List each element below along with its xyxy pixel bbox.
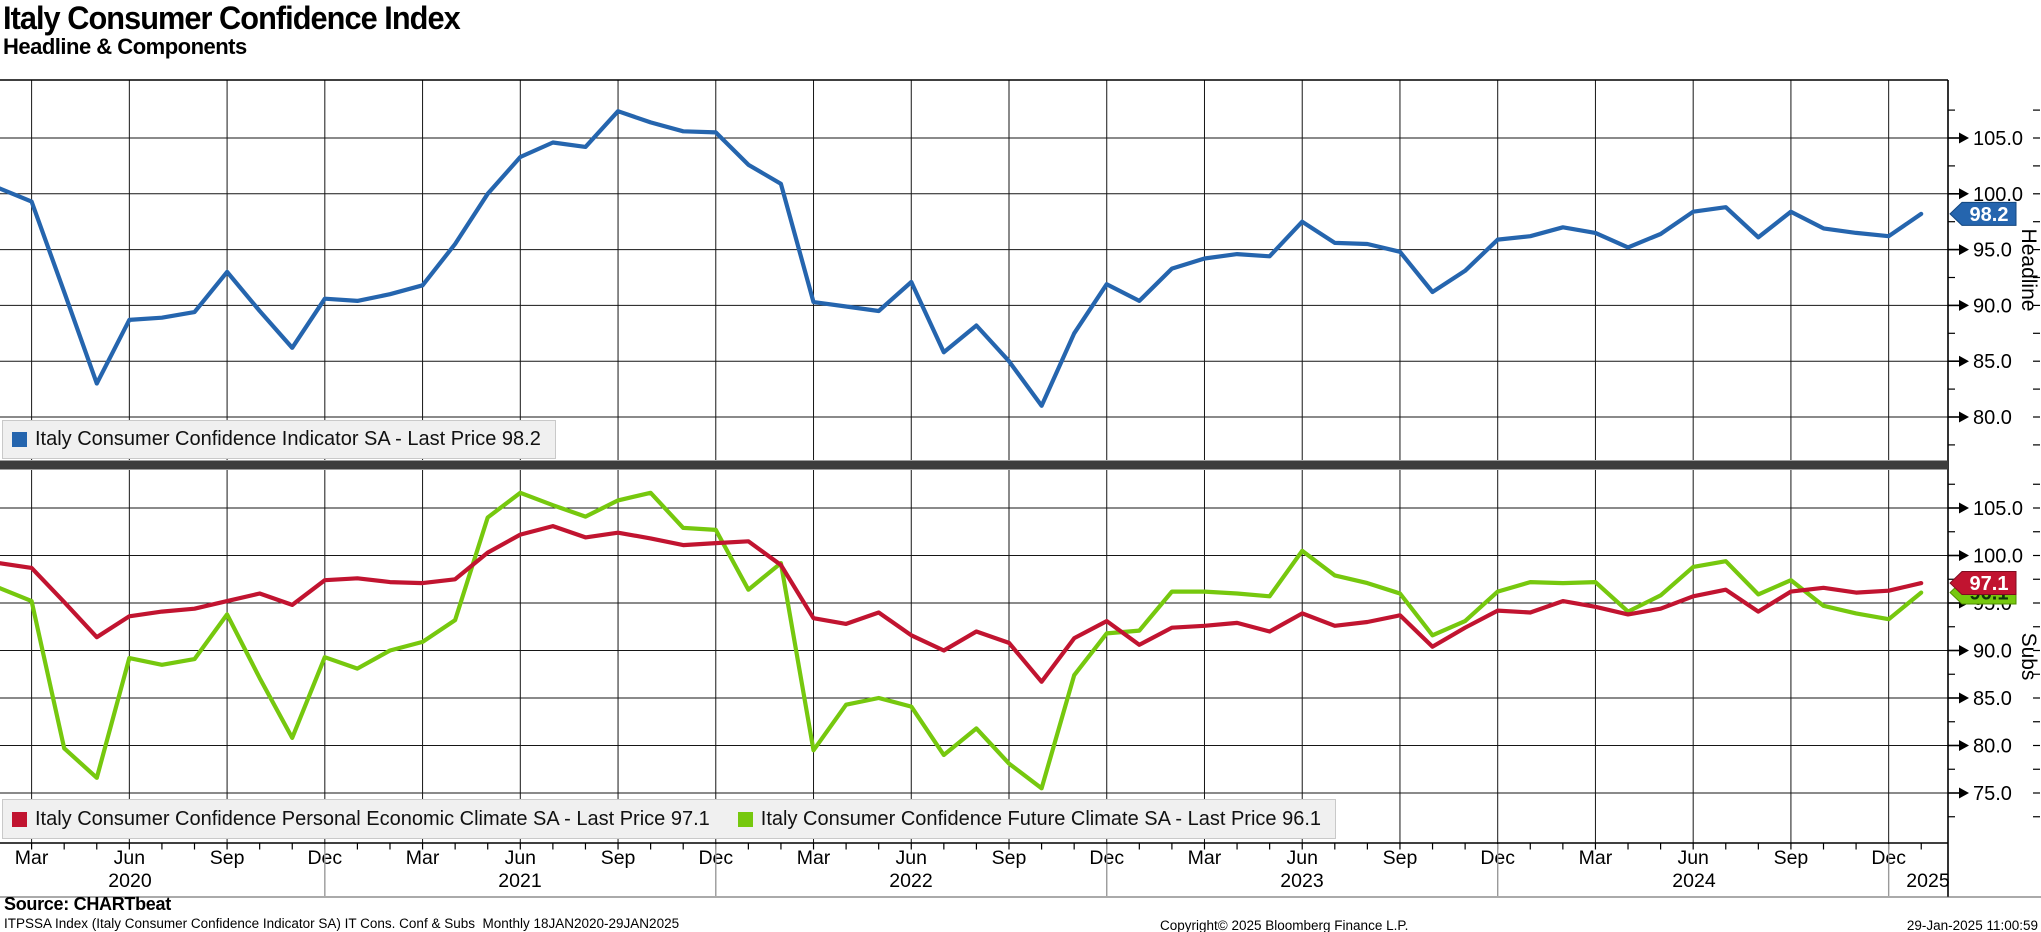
personal-series-swatch — [12, 811, 27, 827]
svg-text:2023: 2023 — [1280, 870, 1323, 892]
svg-text:85.0: 85.0 — [1973, 351, 2012, 373]
svg-text:80.0: 80.0 — [1973, 407, 2012, 429]
chart-subtitle: Headline & Components — [3, 34, 247, 59]
headline-legend: Italy Consumer Confidence Indicator SA -… — [2, 420, 556, 459]
panel-separator — [0, 460, 1948, 470]
svg-text:85.0: 85.0 — [1973, 688, 2012, 710]
svg-text:105.0: 105.0 — [1973, 128, 2023, 150]
svg-text:100.0: 100.0 — [1973, 546, 2023, 568]
last-price-badge-personal: 97.1 — [1949, 571, 2017, 596]
svg-text:Mar: Mar — [1188, 847, 1222, 869]
headline-panel: 105.0 100.0 95.0 90.0 85.0 80.0 Headline — [0, 80, 2040, 460]
svg-text:80.0: 80.0 — [1973, 736, 2012, 758]
axis-title-subs: Subs — [2017, 633, 2040, 681]
svg-text:2020: 2020 — [108, 870, 152, 892]
svg-text:Mar: Mar — [1579, 847, 1613, 869]
future-series-swatch — [737, 811, 753, 827]
svg-text:90.0: 90.0 — [1973, 295, 2012, 317]
headline-plot-area[interactable] — [0, 80, 1948, 460]
svg-text:90.0: 90.0 — [1973, 641, 2012, 663]
legend-item-personal: Italy Consumer Confidence Personal Econo… — [12, 808, 710, 831]
chart-title: Italy Consumer Confidence Index — [3, 0, 461, 36]
svg-text:Mar: Mar — [15, 847, 49, 869]
headline-series-line — [0, 109, 1924, 408]
svg-text:Jun: Jun — [1286, 847, 1317, 869]
personal-legend-label: Italy Consumer Confidence Personal Econo… — [35, 807, 710, 830]
legend-item-future: Italy Consumer Confidence Future Climate… — [737, 807, 1322, 831]
svg-text:Sep: Sep — [1774, 847, 1809, 869]
svg-text:2021: 2021 — [498, 870, 541, 892]
svg-text:100.0: 100.0 — [1973, 184, 2023, 206]
headline-legend-label: Italy Consumer Confidence Indicator SA -… — [35, 428, 541, 450]
svg-text:Mar: Mar — [797, 847, 831, 869]
svg-text:105.0: 105.0 — [1973, 498, 2023, 520]
svg-text:Jun: Jun — [114, 847, 145, 869]
svg-text:2022: 2022 — [889, 870, 932, 892]
copyright-notice: Copyright© 2025 Bloomberg Finance L.P. — [1160, 918, 1409, 932]
last-price-badge-headline: 98.2 — [1949, 201, 2017, 226]
svg-text:Sep: Sep — [992, 847, 1027, 869]
svg-text:2025: 2025 — [1906, 870, 1950, 892]
source-line: Source: CHARTbeat — [4, 894, 171, 914]
svg-text:98.2: 98.2 — [1970, 204, 2009, 226]
legend-item-headline: Italy Consumer Confidence Indicator SA -… — [12, 428, 541, 451]
svg-text:75.0: 75.0 — [1973, 783, 2012, 805]
svg-text:Sep: Sep — [1383, 847, 1418, 869]
svg-text:Jun: Jun — [1677, 847, 1708, 869]
svg-text:Mar: Mar — [406, 847, 440, 869]
x-axis: Mar Jun Sep Dec Mar Jun Sep Dec Mar Jun Sep Dec Mar J… — [15, 843, 1950, 896]
svg-text:Jun: Jun — [896, 847, 927, 869]
svg-text:95.0: 95.0 — [1973, 240, 2012, 262]
svg-text:97.1: 97.1 — [1970, 573, 2009, 595]
subs-series-line — [0, 523, 1924, 684]
subs-legend: Italy Consumer Confidence Personal Econo… — [2, 799, 1337, 839]
subs-plot-area[interactable] — [0, 470, 1948, 843]
security-disclaimer: ITPSSA Index (Italy Consumer Confidence … — [4, 916, 680, 931]
svg-text:Sep: Sep — [210, 847, 245, 869]
headline-series-swatch — [12, 432, 27, 447]
svg-text:Jun: Jun — [505, 847, 536, 869]
future-legend-label: Italy Consumer Confidence Future Climate… — [760, 807, 1322, 830]
svg-text:2024: 2024 — [1672, 870, 1716, 892]
svg-text:Sep: Sep — [601, 847, 636, 869]
render-timestamp: 29-Jan-2025 11:00:59 — [1906, 918, 2038, 932]
subs-series-line — [0, 490, 1924, 791]
axis-title-headline: Headline — [2017, 229, 2040, 312]
